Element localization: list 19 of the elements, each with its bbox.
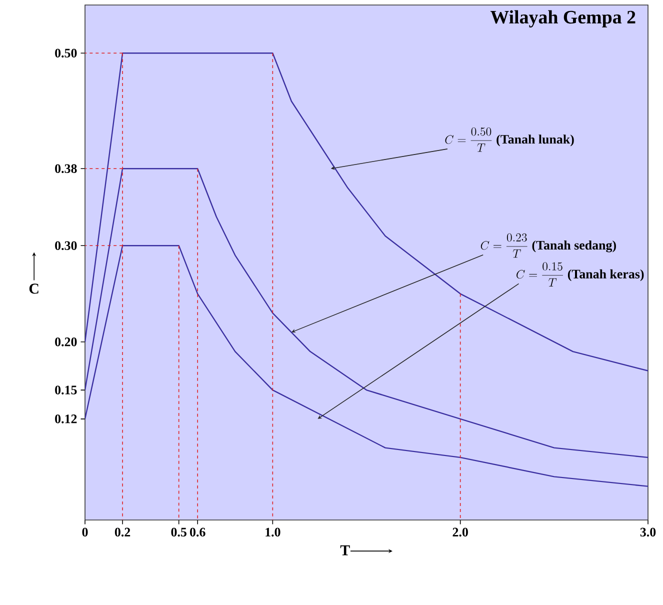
y-axis-title: C	[29, 284, 38, 294]
annotation: $C = \frac{0.23}{T}\ \mbox{(Tanah sedang)}$	[480, 233, 616, 258]
annotation: $C = \frac{0.15}{T}\ \mbox{(Tanah keras)}$	[516, 262, 644, 287]
y-tick-label: 0.15	[55, 386, 77, 394]
x-tick-label: 0.5	[171, 528, 186, 537]
y-tick-label: 0.20	[55, 338, 77, 346]
y-tick-label: 0.38	[55, 164, 77, 174]
y-tick-label: 0.30	[55, 241, 77, 250]
x-tick-label: 0.6	[190, 528, 206, 537]
y-tick-label: 0.50	[55, 48, 77, 58]
x-axis-title: T	[340, 545, 350, 556]
x-tick-label: 0	[82, 528, 88, 537]
chart-title: Wilayah Gempa 2	[490, 10, 636, 28]
x-tick-label: 1.0	[266, 528, 280, 537]
x-tick-label: 0.2	[114, 528, 130, 537]
annotation: $C = \frac{0.50}{T}\ \mbox{(Tanah lunak)}$	[445, 128, 574, 152]
x-tick-label: 3.0	[640, 528, 656, 537]
x-tick-label: 2.0	[452, 528, 468, 537]
y-tick-label: 0.12	[55, 414, 77, 424]
